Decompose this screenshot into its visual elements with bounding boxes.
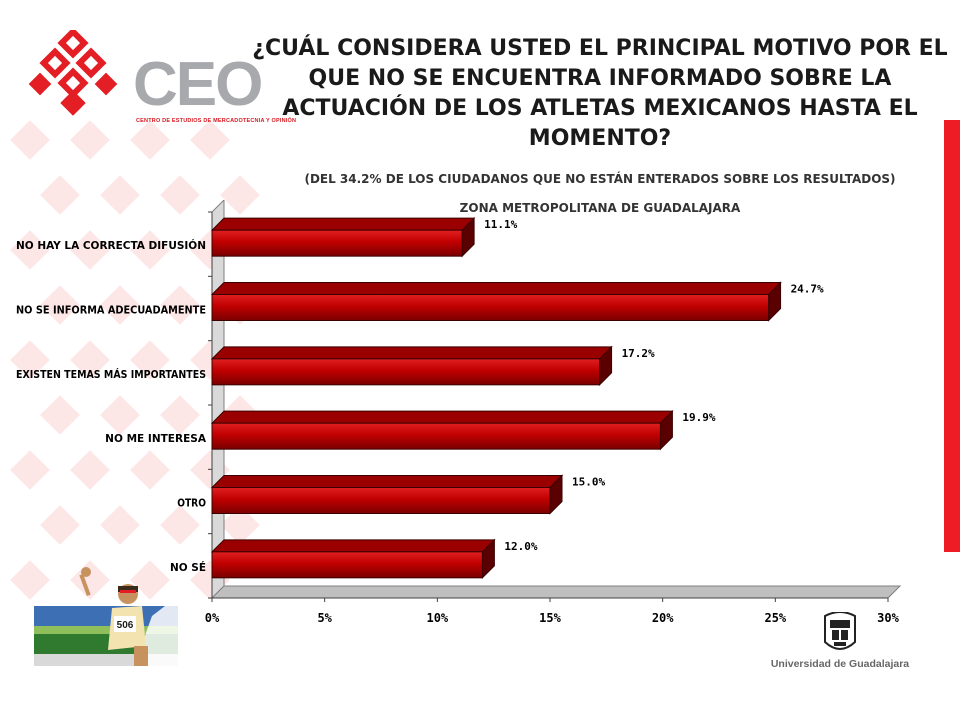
background-diamond (70, 120, 110, 160)
bar-top-face (210, 282, 782, 295)
x-tick-label: 25% (764, 611, 786, 625)
chart-subtitle: (DEL 34.2% DE LOS CIUDADANOS QUE NO ESTÁ… (304, 172, 896, 186)
value-label: 11.1% (484, 218, 517, 231)
bar-chart: 0% 5% 10% 15% 20% 25% 30% NO HAY LA CORRECTA DI… (16, 200, 902, 625)
udg-seal-icon (824, 611, 856, 650)
category-label: NO SE INFORMA ADECUADAMENTE (16, 305, 206, 317)
ceo-logo: CEO CENTRO DE ESTUDIOS DE MERCADOTECNIA … (28, 27, 296, 124)
value-label: 24.7% (791, 283, 824, 296)
x-tick-label: 10% (426, 611, 448, 625)
value-label: 19.9% (682, 411, 715, 424)
background-diamond (130, 560, 170, 600)
chart-floor (210, 585, 902, 599)
background-diamond (100, 175, 140, 215)
background-diamond (70, 560, 110, 600)
x-tick-label: 5% (317, 611, 332, 625)
athlete-photo: 506 (34, 566, 178, 666)
bar-front-face (211, 487, 551, 514)
region-label: ZONA METROPOLITANA DE GUADALAJARA (459, 201, 741, 215)
background-diamond (40, 175, 80, 215)
background-diamond (160, 505, 200, 545)
bar (210, 216, 476, 258)
bar (210, 281, 782, 322)
background-diamond (160, 175, 200, 215)
bar-front-face (211, 358, 601, 386)
x-tick-label: 30% (877, 611, 899, 625)
bar (210, 538, 496, 580)
background-diamond (190, 120, 230, 160)
accent-bar (944, 120, 960, 552)
background-diamond (130, 340, 170, 380)
category-label: NO HAY LA CORRECTA DIFUSIÓN (16, 239, 206, 252)
ceo-diamond-icon (28, 27, 118, 116)
bar-front-face (211, 551, 483, 579)
background-diamond (160, 285, 200, 325)
bar-front-face (211, 229, 463, 257)
university-name: Universidad de Guadalajara (770, 658, 910, 670)
athlete-image: 506 (34, 567, 178, 666)
bar-front-face (211, 294, 770, 321)
chart-title: ¿CUÁL CONSIDERA USTED EL PRINCIPAL MOTIV… (252, 36, 948, 151)
bar-top-face (210, 410, 674, 424)
bar (210, 409, 674, 451)
background-diamond (220, 505, 260, 545)
bar-top-face (210, 346, 613, 360)
background-pattern (10, 120, 260, 600)
bar (210, 474, 564, 515)
category-label: NO SÉ (170, 561, 206, 574)
logo-text: CEO (133, 50, 263, 119)
bar-top-face (210, 475, 564, 488)
background-diamond (10, 560, 50, 600)
bar-front-face (211, 422, 661, 450)
bar-top-face (210, 539, 496, 553)
bar (210, 345, 613, 387)
background-diamond (130, 450, 170, 490)
value-label: 15.0% (572, 476, 605, 489)
background-diamond (130, 230, 170, 270)
background-diamond (160, 395, 200, 435)
udg-logo: Universidad de Guadalajara (770, 611, 910, 678)
background-diamond (10, 120, 50, 160)
x-tick-label: 20% (652, 611, 674, 625)
logo-subtitle: CENTRO DE ESTUDIOS DE MERCADOTECNIA Y OP… (136, 118, 297, 124)
athlete-bib: 506 (117, 620, 134, 631)
category-label: OTRO (177, 498, 206, 510)
background-diamond (100, 505, 140, 545)
x-tick-label: 0% (205, 611, 220, 625)
x-tick-label: 15% (539, 611, 561, 625)
bar-top-face (210, 217, 476, 231)
value-label: 17.2% (622, 347, 655, 360)
background-diamond (220, 175, 260, 215)
background-diamond (130, 120, 170, 160)
chart-side-wall (211, 200, 225, 600)
value-label: 12.0% (504, 540, 537, 553)
category-label: NO ME INTERESA (105, 433, 207, 445)
background-diamond (40, 505, 80, 545)
category-label: EXISTEN TEMAS MÁS IMPORTANTES (16, 368, 206, 381)
